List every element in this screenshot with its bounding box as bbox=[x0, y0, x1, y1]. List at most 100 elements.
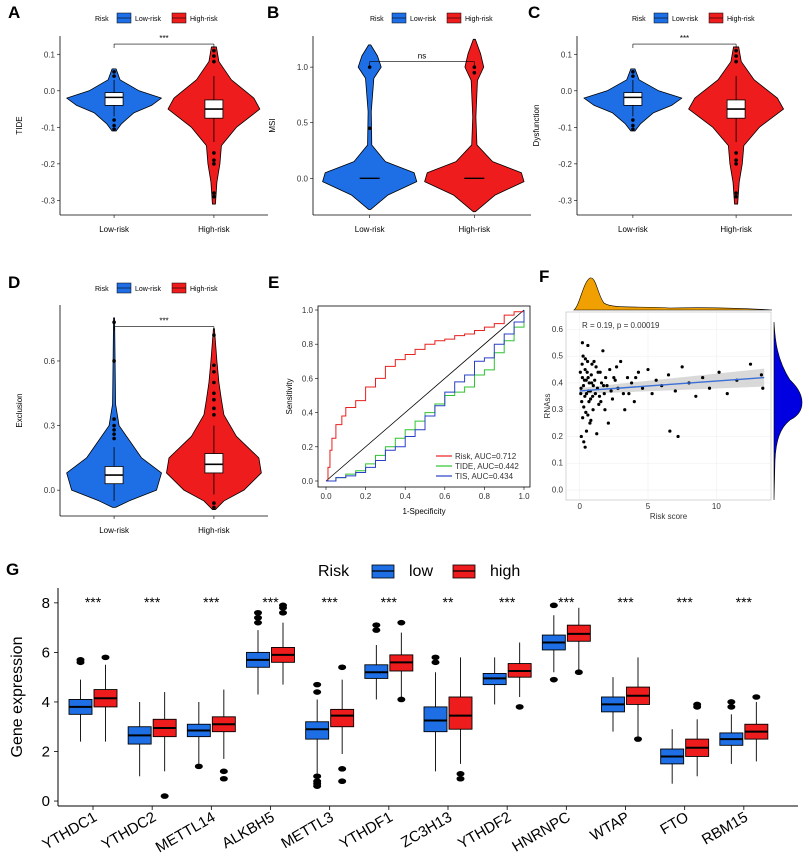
scatter-point bbox=[632, 400, 636, 404]
scatter-point bbox=[597, 394, 602, 398]
scatter-point bbox=[759, 373, 764, 377]
y-axis-title: TIDE bbox=[15, 116, 24, 134]
scatter-point bbox=[583, 394, 587, 398]
panel-label-g: G bbox=[6, 560, 19, 579]
outlier-point bbox=[472, 65, 477, 69]
outlier-point bbox=[219, 768, 228, 775]
y-tick-label: 0.1 bbox=[552, 459, 564, 468]
scatter-point bbox=[583, 367, 587, 372]
panel-label-f: F bbox=[539, 267, 549, 286]
scatter-point bbox=[591, 408, 595, 412]
significance-label: *** bbox=[680, 34, 689, 43]
scatter-point bbox=[717, 370, 721, 374]
panel-b: B Risk Low-risk High-risk 1.0 0.5 0.0 Low-risk H… bbox=[267, 3, 531, 234]
scatter-point bbox=[614, 365, 619, 369]
legend: Risk Low-risk High-risk bbox=[370, 12, 493, 24]
outlier-point bbox=[112, 74, 116, 78]
y-tick-label: -0.3 bbox=[41, 196, 55, 205]
outlier-point bbox=[367, 65, 372, 69]
outlier-point bbox=[212, 501, 216, 505]
outlier-point bbox=[727, 699, 736, 705]
scatter-point bbox=[623, 408, 627, 412]
scatter-point bbox=[587, 400, 591, 404]
scatter-point bbox=[584, 392, 589, 396]
y-tick-label: 0 bbox=[42, 793, 50, 810]
significance-label: *** bbox=[159, 34, 168, 43]
outlier-point bbox=[574, 669, 583, 676]
scatter-point bbox=[589, 418, 593, 422]
outlier-point bbox=[431, 659, 440, 666]
marginal-density-y bbox=[773, 321, 803, 501]
outlier-point bbox=[734, 59, 738, 64]
outlier-point bbox=[212, 363, 216, 368]
scatter-point bbox=[636, 370, 641, 374]
outlier-point bbox=[212, 505, 216, 510]
y-tick-label: -0.1 bbox=[41, 123, 55, 132]
y-axis-title: Sensitivity bbox=[285, 378, 294, 414]
scatter-point bbox=[595, 432, 599, 436]
outlier-point bbox=[752, 694, 761, 700]
scatter-point bbox=[597, 402, 601, 406]
outlier-point bbox=[338, 664, 347, 671]
x-tick-label: YTHDF1 bbox=[337, 809, 396, 853]
y-tick-label: 4 bbox=[42, 694, 50, 711]
legend-label-low: Low-risk bbox=[135, 16, 162, 23]
x-tick-label: ALKBH5 bbox=[219, 809, 277, 852]
y-tick-label: 0.6 bbox=[552, 325, 564, 334]
outlier-point bbox=[76, 657, 85, 663]
outlier-point bbox=[631, 123, 635, 128]
y-tick-label: 0.8 bbox=[302, 340, 314, 349]
legend-title: Risk bbox=[632, 16, 646, 23]
outlier-point bbox=[212, 48, 216, 53]
outlier-point bbox=[112, 127, 116, 131]
scatter-point bbox=[650, 392, 654, 396]
outlier-point bbox=[549, 602, 558, 609]
scatter-point bbox=[604, 375, 608, 380]
scatter-point bbox=[619, 359, 623, 364]
y-tick-label: 0.3 bbox=[552, 405, 564, 414]
scatter-point bbox=[588, 421, 592, 425]
outlier-point bbox=[212, 369, 216, 374]
x-tick-label: METTL14 bbox=[153, 809, 219, 857]
scatter-point bbox=[580, 375, 585, 380]
violin-high bbox=[424, 38, 525, 213]
scatter-point bbox=[610, 397, 615, 401]
scatter-point bbox=[596, 370, 600, 374]
outlier-point bbox=[515, 704, 524, 710]
scatter-point bbox=[673, 389, 677, 393]
y-tick-label: 0.1 bbox=[44, 50, 56, 59]
scatter-point bbox=[586, 413, 590, 417]
y-tick-label: 0.5 bbox=[552, 352, 564, 361]
y-tick-label: 0.6 bbox=[44, 357, 56, 366]
y-tick-label: 0.4 bbox=[552, 378, 564, 387]
scatter-point bbox=[627, 392, 631, 396]
legend-label: TIDE, AUC=0.442 bbox=[455, 462, 519, 471]
outlier-point bbox=[734, 54, 738, 58]
x-tick-label: RBM15 bbox=[699, 809, 751, 849]
significance-label: *** bbox=[144, 594, 161, 610]
y-tick-label: 0.2 bbox=[302, 443, 314, 452]
outlier-point bbox=[456, 775, 465, 782]
legend-title: Risk bbox=[95, 16, 109, 23]
outlier-point bbox=[112, 118, 116, 122]
outlier-point bbox=[367, 126, 372, 131]
scatter-point bbox=[580, 341, 585, 345]
outlier-point bbox=[112, 428, 116, 432]
scatter-point bbox=[583, 357, 588, 361]
scatter-point bbox=[578, 370, 582, 374]
roc-curve-tis bbox=[326, 310, 525, 482]
scatter-point bbox=[694, 394, 698, 398]
outlier-point bbox=[219, 775, 228, 782]
regression-line bbox=[579, 376, 765, 392]
outlier-point bbox=[254, 619, 262, 626]
x-axis-title: Risk score bbox=[650, 512, 688, 521]
y-tick-label: -0.3 bbox=[558, 196, 572, 205]
y-tick-label: -0.2 bbox=[41, 160, 55, 169]
outlier-point bbox=[112, 432, 116, 436]
outlier-point bbox=[212, 333, 216, 337]
scatter-point bbox=[584, 429, 589, 433]
outlier-point bbox=[160, 793, 169, 799]
legend-label-high: High-risk bbox=[190, 16, 218, 23]
outlier-point bbox=[212, 162, 216, 166]
outlier-point bbox=[372, 627, 381, 633]
